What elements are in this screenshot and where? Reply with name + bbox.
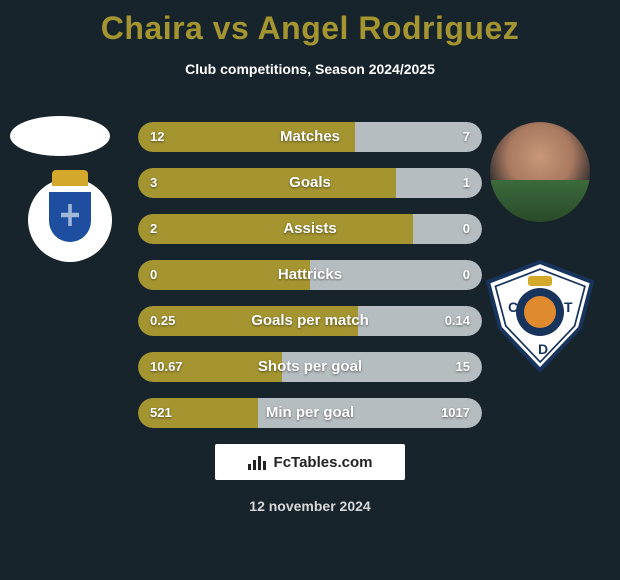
- player-right-avatar: [490, 122, 590, 222]
- svg-text:T: T: [564, 299, 573, 315]
- subtitle: Club competitions, Season 2024/2025: [0, 61, 620, 77]
- stat-label: Matches: [138, 122, 482, 152]
- club-right-badge: C D T: [480, 258, 600, 374]
- stat-row: Goals per match0.25 0.14: [138, 306, 482, 336]
- svg-text:C: C: [508, 299, 518, 315]
- stat-value-left: 0.25: [150, 306, 175, 336]
- bars-icon: [248, 454, 268, 470]
- stat-value-right: 0: [463, 214, 470, 244]
- stat-row: Hattricks0 0: [138, 260, 482, 290]
- stat-value-right: 15: [456, 352, 470, 382]
- stat-row: Assists2 0: [138, 214, 482, 244]
- stat-value-right: 1017: [441, 398, 470, 428]
- player-left-avatar: [10, 116, 110, 156]
- stat-value-left: 12: [150, 122, 164, 152]
- stat-value-left: 3: [150, 168, 157, 198]
- stat-label: Goals per match: [138, 306, 482, 336]
- stat-label: Goals: [138, 168, 482, 198]
- svg-text:D: D: [538, 341, 548, 357]
- stat-row: Matches12 7: [138, 122, 482, 152]
- page-title: Chaira vs Angel Rodriguez: [0, 0, 620, 47]
- club-left-badge: [20, 178, 120, 264]
- stat-value-left: 0: [150, 260, 157, 290]
- brand-logo: FcTables.com: [215, 444, 405, 480]
- stat-value-left: 521: [150, 398, 172, 428]
- stat-label: Shots per goal: [138, 352, 482, 382]
- stat-row: Shots per goal10.67 15: [138, 352, 482, 382]
- stat-row: Min per goal521 1017: [138, 398, 482, 428]
- brand-text: FcTables.com: [274, 454, 373, 471]
- stat-label: Assists: [138, 214, 482, 244]
- stat-value-right: 0.14: [445, 306, 470, 336]
- date-text: 12 november 2024: [0, 498, 620, 514]
- stat-value-right: 7: [463, 122, 470, 152]
- stat-value-right: 0: [463, 260, 470, 290]
- stat-value-right: 1: [463, 168, 470, 198]
- stat-value-left: 10.67: [150, 352, 183, 382]
- stat-label: Min per goal: [138, 398, 482, 428]
- stat-row: Goals3 1: [138, 168, 482, 198]
- stats-comparison: Matches127Goals31Assists20Hattricks00Goa…: [138, 122, 482, 444]
- stat-value-left: 2: [150, 214, 157, 244]
- stat-label: Hattricks: [138, 260, 482, 290]
